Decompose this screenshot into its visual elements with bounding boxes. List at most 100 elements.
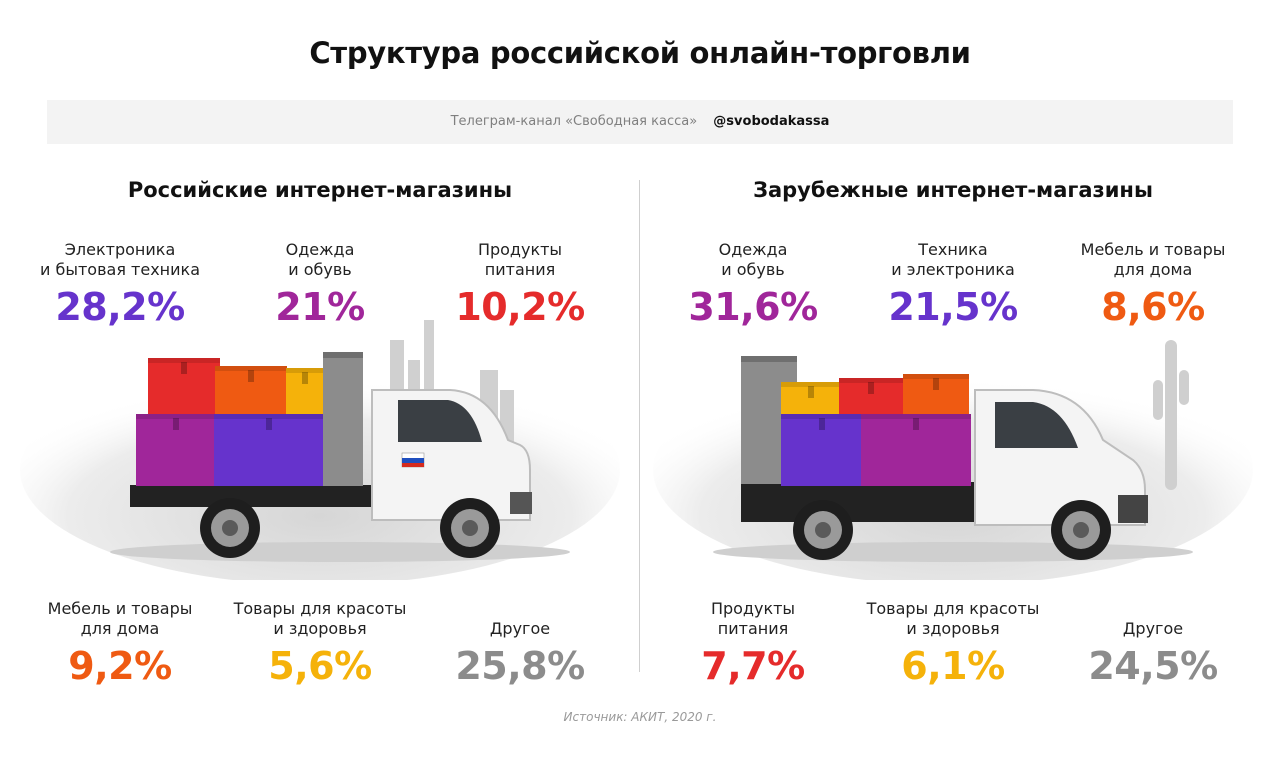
stat-item: Товары для красоты и здоровья 6,1%	[853, 599, 1053, 688]
stat-value: 7,7%	[701, 644, 805, 688]
stat-value: 24,5%	[1088, 644, 1218, 688]
box-purple-edge	[781, 414, 863, 419]
stat-label: Техника и электроника	[853, 240, 1053, 280]
channel-banner: Телеграм-канал «Свободная касса» @svobod…	[47, 100, 1233, 144]
box-magenta-edge	[861, 414, 971, 419]
wheel-hub	[1073, 522, 1089, 538]
cab-window	[995, 402, 1078, 448]
stat-label: Другое	[420, 599, 620, 639]
stat-label-line: и бытовая техника	[40, 260, 200, 279]
panel-title: Российские интернет-магазины	[127, 178, 513, 202]
box-orange-tape	[248, 370, 254, 382]
stat-value: 8,6%	[1101, 285, 1205, 329]
box-orange-edge	[903, 374, 969, 379]
box-red	[148, 358, 220, 414]
box-purple-edge	[214, 414, 324, 419]
box-orange-edge	[215, 366, 287, 371]
box-yellow	[781, 382, 841, 416]
stat-label-line: и обувь	[721, 260, 785, 279]
box-gray-edge	[741, 356, 797, 362]
cab-window	[398, 400, 482, 442]
wheel-hub	[222, 520, 238, 536]
stat-item: Товары для красоты и здоровья 5,6%	[220, 599, 420, 688]
box-red-tape	[181, 362, 187, 374]
stat-item: Электроника и бытовая техника 28,2%	[20, 240, 220, 329]
stat-label-line: для дома	[1113, 260, 1193, 279]
box-purple-tape	[266, 418, 272, 430]
channel-name: Телеграм-канал «Свободная касса»	[450, 114, 698, 129]
stat-label-line: Товары для красоты	[866, 599, 1040, 618]
shadow	[713, 542, 1193, 562]
stat-label-line: Мебель и товары	[1080, 240, 1226, 259]
stat-value: 21,5%	[888, 285, 1018, 329]
shadow	[110, 542, 570, 562]
box-magenta-tape	[173, 418, 179, 430]
cactus-arm	[1179, 370, 1189, 405]
box-orange	[903, 374, 969, 416]
stat-label-line: Электроника	[64, 240, 176, 259]
source-note: Источник: АКИТ, 2020 г.	[563, 710, 717, 724]
stat-value: 9,2%	[68, 644, 172, 688]
flag-red	[402, 463, 424, 467]
box-orange	[215, 366, 287, 414]
stat-label-line: Другое	[1122, 619, 1184, 638]
stat-item: Мебель и товары для дома 9,2%	[20, 599, 220, 688]
page-title: Структура российской онлайн-торговли	[309, 36, 971, 70]
stat-value: 5,6%	[268, 644, 372, 688]
stat-item: Мебель и товары для дома 8,6%	[1053, 240, 1253, 329]
stat-label-line: питания	[717, 619, 789, 638]
box-magenta-edge	[136, 414, 216, 419]
box-gray-edge	[323, 352, 363, 358]
flag-blue	[402, 458, 424, 463]
bumper	[1118, 495, 1148, 523]
box-gray	[323, 352, 363, 486]
stat-label: Электроника и бытовая техника	[20, 240, 220, 280]
stat-item: Продукты питания 7,7%	[653, 599, 853, 688]
stat-label-line: Продукты	[477, 240, 563, 259]
panel-foreign-stores: Зарубежные интернет-магазины Одежда и обу…	[653, 0, 1253, 772]
cactus-arm	[1153, 380, 1163, 420]
panel-title: Зарубежные интернет-магазины	[753, 178, 1153, 202]
truck-bed	[741, 482, 991, 522]
box-red	[839, 378, 903, 416]
stat-label-line: Продукты	[710, 599, 796, 618]
box-yellow-tape	[302, 372, 308, 384]
stat-label: Товары для красоты и здоровья	[853, 599, 1053, 639]
box-yellow-edge	[286, 368, 324, 373]
stat-label: Другое	[1053, 599, 1253, 639]
stat-label: Продукты питания	[420, 240, 620, 280]
stat-label: Товары для красоты и здоровья	[220, 599, 420, 639]
wheel-hub	[815, 522, 831, 538]
stat-label: Мебель и товары для дома	[1053, 240, 1253, 280]
stat-item: Техника и электроника 21,5%	[853, 240, 1053, 329]
stat-label-line: Мебель и товары	[47, 599, 193, 618]
truck-bed	[130, 485, 390, 507]
stat-label-line: Товары для красоты	[233, 599, 407, 618]
stat-value: 10,2%	[455, 285, 585, 329]
stat-label-line: Другое	[489, 619, 551, 638]
stat-label: Одежда и обувь	[653, 240, 853, 280]
wheel-hub	[462, 520, 478, 536]
box-yellow-edge	[781, 382, 841, 387]
truck-illustration	[653, 340, 1253, 580]
box-yellow	[286, 368, 324, 414]
panel-divider	[639, 180, 640, 672]
box-red-tape	[868, 382, 874, 394]
stat-label: Продукты питания	[653, 599, 853, 639]
stat-value: 6,1%	[901, 644, 1005, 688]
stat-label-line: и здоровья	[906, 619, 1000, 638]
box-red-edge	[839, 378, 903, 383]
box-purple	[781, 414, 863, 486]
stat-label-line: и электроника	[891, 260, 1015, 279]
box-purple-tape	[819, 418, 825, 430]
stat-label-line: и здоровья	[273, 619, 367, 638]
channel-handle[interactable]: @svobodakassa	[713, 114, 830, 129]
stat-item: Одежда и обувь 21%	[220, 240, 420, 329]
stat-item: Одежда и обувь 31,6%	[653, 240, 853, 329]
cactus	[1165, 340, 1177, 490]
stat-value: 25,8%	[455, 644, 585, 688]
box-magenta	[136, 414, 216, 486]
stat-label-line: Одежда	[285, 240, 355, 259]
box-magenta-tape	[913, 418, 919, 430]
box-purple	[214, 414, 324, 486]
